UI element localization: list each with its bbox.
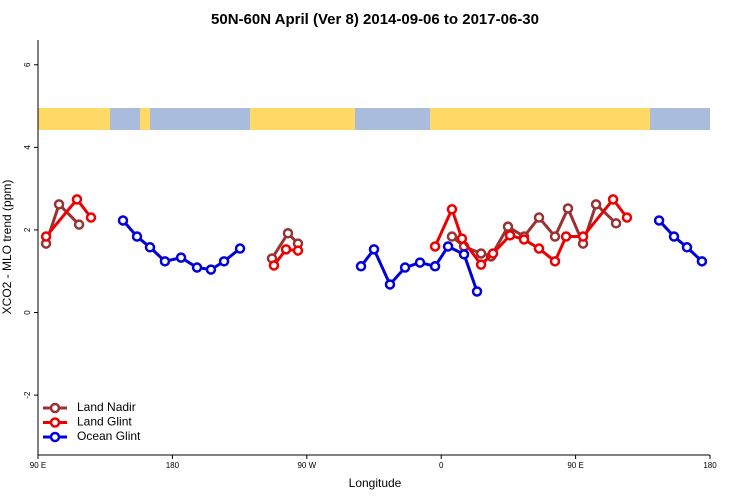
- point: [681, 242, 693, 253]
- point: [292, 245, 304, 256]
- y-tick-label: 0: [23, 310, 32, 315]
- point: [502, 221, 514, 232]
- x-tick-label: 180: [166, 461, 180, 470]
- point: [205, 264, 217, 275]
- point: [487, 248, 499, 259]
- point: [621, 212, 633, 223]
- point: [355, 261, 367, 272]
- point: [73, 219, 85, 230]
- point: [268, 260, 280, 271]
- point: [191, 262, 203, 273]
- point: [384, 279, 396, 290]
- point: [446, 231, 458, 242]
- point: [234, 243, 246, 254]
- x-tick-label: 180: [703, 461, 717, 470]
- legend-marker: [49, 402, 61, 414]
- y-tick-label: 6: [23, 62, 32, 67]
- point: [399, 262, 411, 273]
- point: [533, 243, 545, 254]
- point: [590, 199, 602, 210]
- point: [458, 249, 470, 260]
- point: [175, 252, 187, 263]
- point: [144, 242, 156, 253]
- point: [117, 215, 129, 226]
- y-tick-label: 2: [23, 227, 32, 232]
- point: [653, 215, 665, 226]
- point: [668, 231, 680, 242]
- x-tick-label: 90 E: [30, 461, 46, 470]
- point: [40, 231, 52, 242]
- legend-label: Land Glint: [77, 415, 132, 429]
- x-axis-label: Longitude: [349, 476, 402, 490]
- point: [696, 256, 708, 267]
- point: [471, 286, 483, 297]
- point: [429, 241, 441, 252]
- x-tick-label: 0: [439, 461, 444, 470]
- x-tick-label: 90 W: [297, 461, 316, 470]
- point: [475, 248, 487, 259]
- point: [456, 233, 468, 244]
- point: [53, 199, 65, 210]
- map-strip: [38, 108, 710, 130]
- point: [562, 203, 574, 214]
- point: [549, 256, 561, 267]
- y-tick-label: -2: [23, 391, 32, 399]
- point: [475, 259, 487, 270]
- legend-label: Ocean Glint: [77, 429, 141, 443]
- point: [504, 230, 516, 241]
- legend-marker: [49, 431, 61, 443]
- point: [533, 212, 545, 223]
- point: [71, 194, 83, 205]
- legend-marker: [49, 417, 61, 428]
- point: [518, 234, 530, 245]
- point: [280, 244, 292, 255]
- point: [610, 218, 622, 229]
- point: [282, 228, 294, 239]
- legend-label: Land Nadir: [77, 400, 136, 414]
- x-tick-label: 90 E: [567, 461, 583, 470]
- series-line: [121, 219, 703, 292]
- point: [85, 212, 97, 223]
- point: [577, 231, 589, 242]
- point: [368, 244, 380, 255]
- y-tick-label: 4: [23, 145, 32, 150]
- point: [560, 231, 572, 242]
- point: [159, 256, 171, 267]
- point: [442, 241, 454, 252]
- point: [446, 204, 458, 215]
- point: [414, 257, 426, 268]
- y-axis-label: XCO2 - MLO trend (ppm): [0, 180, 14, 315]
- point: [131, 231, 143, 242]
- point: [218, 256, 230, 267]
- chart-title: 50N-60N April (Ver 8) 2014-09-06 to 2017…: [211, 11, 539, 28]
- point: [429, 261, 441, 272]
- point: [549, 231, 561, 242]
- point: [607, 194, 619, 205]
